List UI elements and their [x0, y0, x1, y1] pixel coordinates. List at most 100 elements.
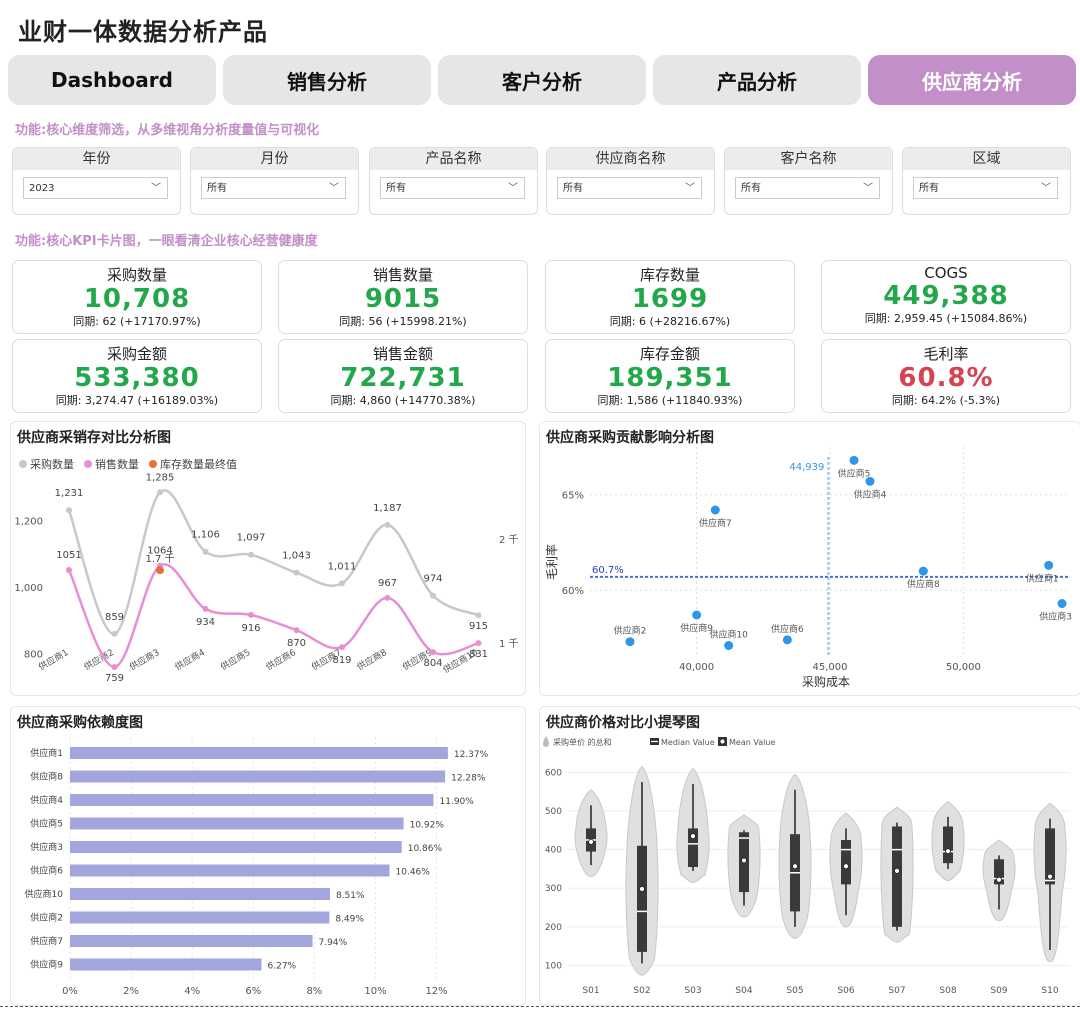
kpi-card-gross-margin: 毛利率 60.8% 同期: 64.2% (-5.3%)	[821, 339, 1071, 413]
mean-marker	[792, 863, 798, 870]
legend-marker	[19, 460, 27, 468]
sales-line	[67, 563, 479, 669]
kpi-label: 销售数量	[372, 266, 433, 284]
x-axis-title: 采购成本	[802, 674, 850, 689]
legend-label: 库存数量最终值	[160, 457, 237, 471]
kpi-compare: 同期: 4,860 (+14770.38%)	[330, 394, 476, 407]
purchase-data-label: 1,011	[328, 561, 357, 572]
purchase-data-label: 1,043	[282, 551, 311, 562]
scatter-point-label: 供应商2	[614, 625, 647, 637]
kpi-card-sales-qty: 销售数量 9015 同期: 56 (+15998.21%)	[278, 260, 528, 334]
scatter-point	[692, 610, 702, 620]
bar-value-label: 7.94%	[319, 938, 348, 948]
sales-data-label: 870	[287, 638, 306, 649]
year-dropdown[interactable]: 2023 ﹀	[23, 177, 168, 199]
scatter-point	[724, 641, 734, 651]
tab-dashboard[interactable]: Dashboard	[8, 55, 216, 105]
inventory-point	[156, 566, 164, 575]
bar-value-label: 12.37%	[454, 750, 489, 760]
bar	[70, 817, 404, 830]
x-tick-label: S03	[684, 986, 701, 996]
purchase-data-label: 974	[423, 574, 442, 585]
purchase-data-label: 1,097	[237, 533, 266, 544]
reference-label-y: 60.7%	[592, 565, 624, 576]
slicer-label: 年份	[13, 148, 180, 170]
legend-label: 采购数量	[30, 457, 74, 471]
slicer-supplier: 供应商名称 所有 ﹀	[546, 147, 715, 215]
kpi-card-inventory-qty: 库存数量 1699 同期: 6 (+28216.67%)	[545, 260, 795, 334]
chart-title: 供应商采购依赖度图	[17, 715, 143, 731]
tab-customer-analysis[interactable]: 客户分析	[438, 55, 646, 105]
bar	[70, 794, 434, 806]
chart-title: 供应商采销存对比分析图	[17, 430, 171, 446]
bar-category-label: 供应商7	[30, 935, 63, 947]
scatter-point	[625, 637, 635, 647]
scatter-point	[1044, 560, 1054, 570]
bar-category-label: 供应商2	[30, 912, 63, 924]
violin-box	[1045, 828, 1055, 885]
kpi-value: 722,731	[340, 363, 466, 393]
purchase-point	[111, 630, 118, 637]
product-dropdown[interactable]: 所有 ﹀	[380, 177, 525, 199]
scatter-point	[710, 505, 720, 515]
dropdown-value: 所有	[919, 183, 939, 194]
chevron-down-icon: ﹀	[329, 183, 339, 194]
bar-value-label: 10.46%	[396, 868, 431, 878]
kpi-label: 库存数量	[639, 266, 700, 284]
x-tick-label: 供应商8	[355, 646, 390, 673]
tab-product-analysis[interactable]: 产品分析	[653, 55, 861, 105]
kpi-value: 10,708	[83, 284, 191, 314]
chart-title: 供应商采购贡献影响分析图	[546, 430, 714, 446]
bar-category-label: 供应商4	[30, 794, 63, 806]
x-tick-label: 8%	[306, 986, 322, 997]
chevron-down-icon: ﹀	[151, 183, 161, 194]
region-dropdown[interactable]: 所有 ﹀	[913, 177, 1058, 199]
scatter-point-label: 供应商5	[838, 467, 871, 479]
x-tick-label: 40,000	[679, 662, 714, 673]
chevron-down-icon: ﹀	[863, 183, 873, 194]
y-tick-label: 800	[24, 649, 43, 660]
x-tick-label: 供应商4	[173, 646, 208, 673]
mean-marker	[996, 876, 1002, 883]
bottom-divider	[0, 1006, 1080, 1007]
dropdown-value: 所有	[386, 183, 406, 194]
kpi-label: 采购数量	[106, 266, 167, 284]
bar	[70, 911, 330, 924]
month-dropdown[interactable]: 所有 ﹀	[201, 177, 346, 199]
purchase-point	[157, 489, 163, 496]
customer-dropdown[interactable]: 所有 ﹀	[735, 177, 880, 199]
bar-value-label: 11.90%	[440, 797, 475, 807]
x-tick-label: 12%	[425, 986, 447, 997]
scatter-point-label: 供应商4	[854, 488, 887, 500]
bar	[70, 841, 402, 853]
kpi-compare: 同期: 1,586 (+11840.93%)	[597, 394, 743, 407]
bar-category-label: 供应商10	[25, 888, 64, 900]
kpi-value: 1699	[631, 284, 709, 314]
tab-sales-analysis[interactable]: 销售分析	[223, 55, 431, 105]
nav-tabs: Dashboard 销售分析 客户分析 产品分析 供应商分析	[8, 55, 1076, 105]
kpi-compare: 同期: 56 (+15998.21%)	[339, 315, 467, 328]
x-tick-label: 6%	[245, 986, 261, 997]
purchase-point	[202, 548, 209, 555]
kpi-value: 449,388	[883, 281, 1009, 311]
y-tick-label: 600	[545, 768, 562, 778]
slicer-label: 客户名称	[725, 148, 892, 170]
purchase-point	[66, 507, 72, 514]
filter-note: 功能:核心维度筛选，从多维视角分析度量值与可视化	[15, 123, 320, 138]
scatter-point-label: 供应商9	[680, 622, 713, 634]
bar-category-label: 供应商8	[30, 771, 63, 783]
x-tick-label: 0%	[62, 986, 78, 997]
x-tick-label: S01	[582, 986, 599, 996]
tab-supplier-analysis[interactable]: 供应商分析	[868, 55, 1076, 105]
slicer-product: 产品名称 所有 ﹀	[369, 147, 538, 215]
scatter-point	[782, 635, 792, 645]
supplier-dropdown[interactable]: 所有 ﹀	[557, 177, 702, 199]
violin-chart-panel: 供应商价格对比小提琴图 采购单价 的总和 Median Value Mean Val…	[539, 706, 1080, 1006]
scatter-point-label: 供应商6	[771, 623, 804, 635]
purchase-point	[339, 580, 345, 587]
mean-marker	[894, 867, 900, 874]
scatter-point-label: 供应商7	[699, 517, 732, 529]
x-tick-label: S02	[633, 986, 650, 996]
y-tick-label: 60%	[562, 586, 584, 597]
